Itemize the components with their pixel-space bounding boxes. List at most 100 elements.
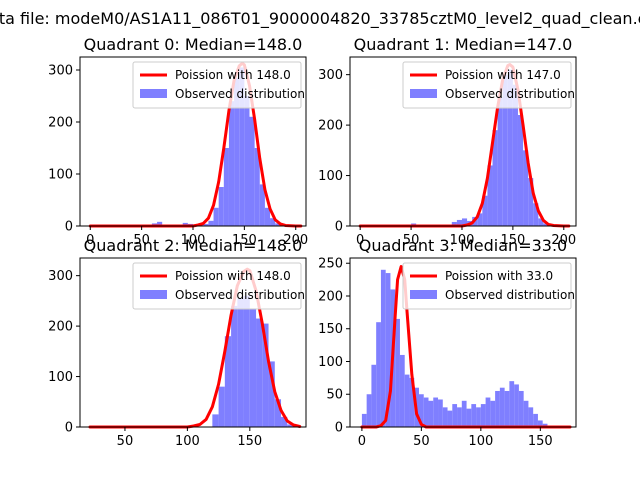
histogram-bar [451,221,457,226]
legend-hist-swatch [410,290,437,299]
histogram-bar [477,213,483,226]
histogram-bar [237,298,244,427]
panel-title: Quadrant 0: Median=148.0 [84,35,303,54]
histogram-bar [287,424,294,427]
histogram-bar [528,178,534,226]
x-tick-label: 150 [232,233,257,248]
histogram-bar [457,407,462,427]
histogram-bar [485,397,491,427]
histogram-bar [218,386,225,427]
panel-title: Quadrant 3: Median=33.0 [359,236,567,255]
x-tick-label: 100 [450,233,475,248]
histogram-bar [208,220,214,226]
y-tick-label: 100 [48,370,73,385]
y-tick-label: 50 [326,388,343,403]
suptitle: Data file: modeM0/AS1A11_086T01_90000048… [0,9,640,29]
axes-frame [349,257,577,428]
histogram-bar [418,394,424,427]
histogram-bar [517,115,524,226]
histogram-bar [533,203,539,226]
axes-frame [79,257,307,428]
y-tick-label: 100 [318,355,343,370]
histogram-bar [428,400,434,427]
histogram-bar [275,223,281,226]
legend-hist-label: Observed distribution [175,87,305,101]
x-tick-label: 100 [468,434,493,449]
histogram-bar [504,390,510,427]
histogram-bar [523,400,529,427]
y-tick-label: 200 [48,320,73,335]
histogram-bar [409,377,415,427]
histogram-bar [533,413,538,427]
histogram-bar [497,97,503,226]
histogram-bar [212,414,219,427]
x-tick-label: 200 [283,233,308,248]
histogram-bar [243,295,250,427]
histogram-bar [499,387,505,427]
x-tick-label: 50 [133,233,150,248]
histogram-bar [274,399,282,427]
histogram-bar [264,207,271,226]
histogram-bar [218,187,224,226]
panel-0: 0 50 100 150 200 0 100 200 300 Quadrant 0: Median… [48,35,308,248]
histogram-bar [492,130,498,226]
y-tick-label: 300 [48,269,73,284]
histogram-bar [528,407,534,427]
histogram-bar [157,221,163,226]
histogram-bar [433,397,439,427]
histogram-bar [380,269,386,427]
y-tick-label: 0 [335,220,343,235]
histogram-bar [461,400,467,427]
histogram-bar [514,384,519,427]
legend-box [402,61,572,109]
legend-hist-label: Observed distribution [445,288,575,302]
histogram-bar [361,413,367,427]
histogram-bar [461,218,468,226]
histogram-bar [490,400,496,427]
legend-box [132,61,302,109]
histogram-bar [537,420,543,427]
histogram-bar [543,223,549,226]
axes-frame [349,56,577,227]
histogram-bar [399,354,405,427]
histogram-bar [223,148,229,226]
histogram-bar [366,394,372,427]
histogram-bar [480,404,486,427]
legend-hist-swatch [140,290,167,299]
x-tick-label: 50 [403,233,420,248]
histogram-bar [512,84,518,226]
histogram-bar [447,410,453,427]
legend-hist-swatch [410,89,437,98]
y-tick-label: 200 [318,119,343,134]
histogram-bar [281,416,288,427]
histogram-bar [224,336,232,427]
legend-box [402,262,572,310]
legend-poisson-label: Poission with 147.0 [445,68,561,82]
y-tick-label: 100 [48,168,73,183]
y-tick-label: 150 [318,322,343,337]
y-tick-label: 0 [65,220,73,235]
legend-box [132,262,302,310]
legend-hist-label: Observed distribution [445,87,575,101]
y-tick-label: 300 [318,68,343,83]
histogram-bar [234,77,240,226]
x-tick-label: 200 [551,233,576,248]
histogram-bar [487,165,493,226]
histogram-bar [507,69,513,226]
histogram-bar [376,322,381,427]
histogram-bar [523,150,529,226]
histogram-bar [239,67,245,227]
panel-title: Quadrant 2: Median=148.0 [84,236,303,255]
y-tick-label: 200 [48,116,73,131]
x-tick-label: 150 [528,434,553,449]
histogram-bar [244,96,250,226]
histogram-bar [438,399,443,427]
x-tick-label: 100 [181,233,206,248]
histogram-bar [228,101,235,226]
histogram-bar [456,219,462,226]
x-tick-label: 100 [175,434,200,449]
legend-poisson-label: Poission with 148.0 [175,68,291,82]
x-tick-label: 50 [413,434,430,449]
y-tick-label: 100 [318,169,343,184]
